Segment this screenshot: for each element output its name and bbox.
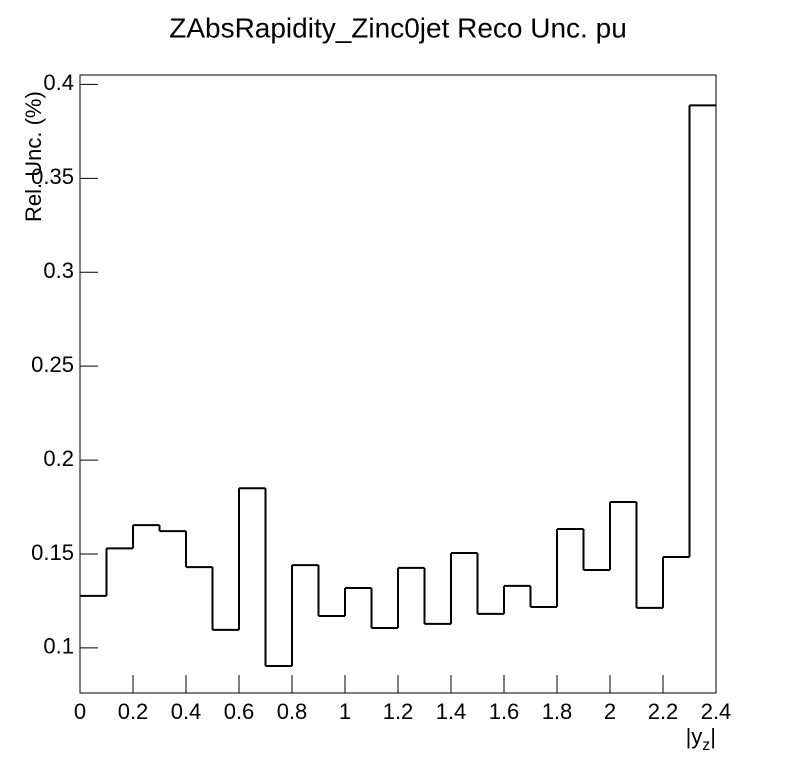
x-tick-label: 1.4 — [436, 699, 467, 724]
x-tick-label: 0.8 — [277, 699, 308, 724]
x-label-sub: z — [702, 737, 710, 754]
x-tick-label: 2.4 — [701, 699, 732, 724]
y-tick-label: 0.35 — [31, 164, 74, 189]
x-tick-label: 2.2 — [648, 699, 679, 724]
x-tick-label: 0.2 — [118, 699, 149, 724]
x-tick-label: 1 — [339, 699, 351, 724]
x-label-main: |y — [686, 724, 703, 749]
x-tick-label: 2 — [604, 699, 616, 724]
x-tick-label: 1.2 — [383, 699, 414, 724]
x-tick-label: 1.8 — [542, 699, 573, 724]
y-tick-label: 0.1 — [43, 634, 74, 659]
x-axis-label: |yz| — [686, 724, 716, 754]
y-tick-label: 0.15 — [31, 540, 74, 565]
x-tick-label: 0 — [74, 699, 86, 724]
y-tick-label: 0.3 — [43, 258, 74, 283]
x-label-end: | — [710, 724, 716, 749]
chart-title: ZAbsRapidity_Zinc0jet Reco Unc. pu — [169, 12, 627, 43]
x-tick-label: 0.4 — [171, 699, 202, 724]
x-tick-label: 0.6 — [224, 699, 255, 724]
y-tick-label: 0.25 — [31, 352, 74, 377]
y-axis-label: Rel. Unc. (%) — [21, 91, 46, 222]
x-tick-label: 1.6 — [489, 699, 520, 724]
y-tick-label: 0.2 — [43, 446, 74, 471]
y-tick-label: 0.4 — [43, 70, 74, 95]
